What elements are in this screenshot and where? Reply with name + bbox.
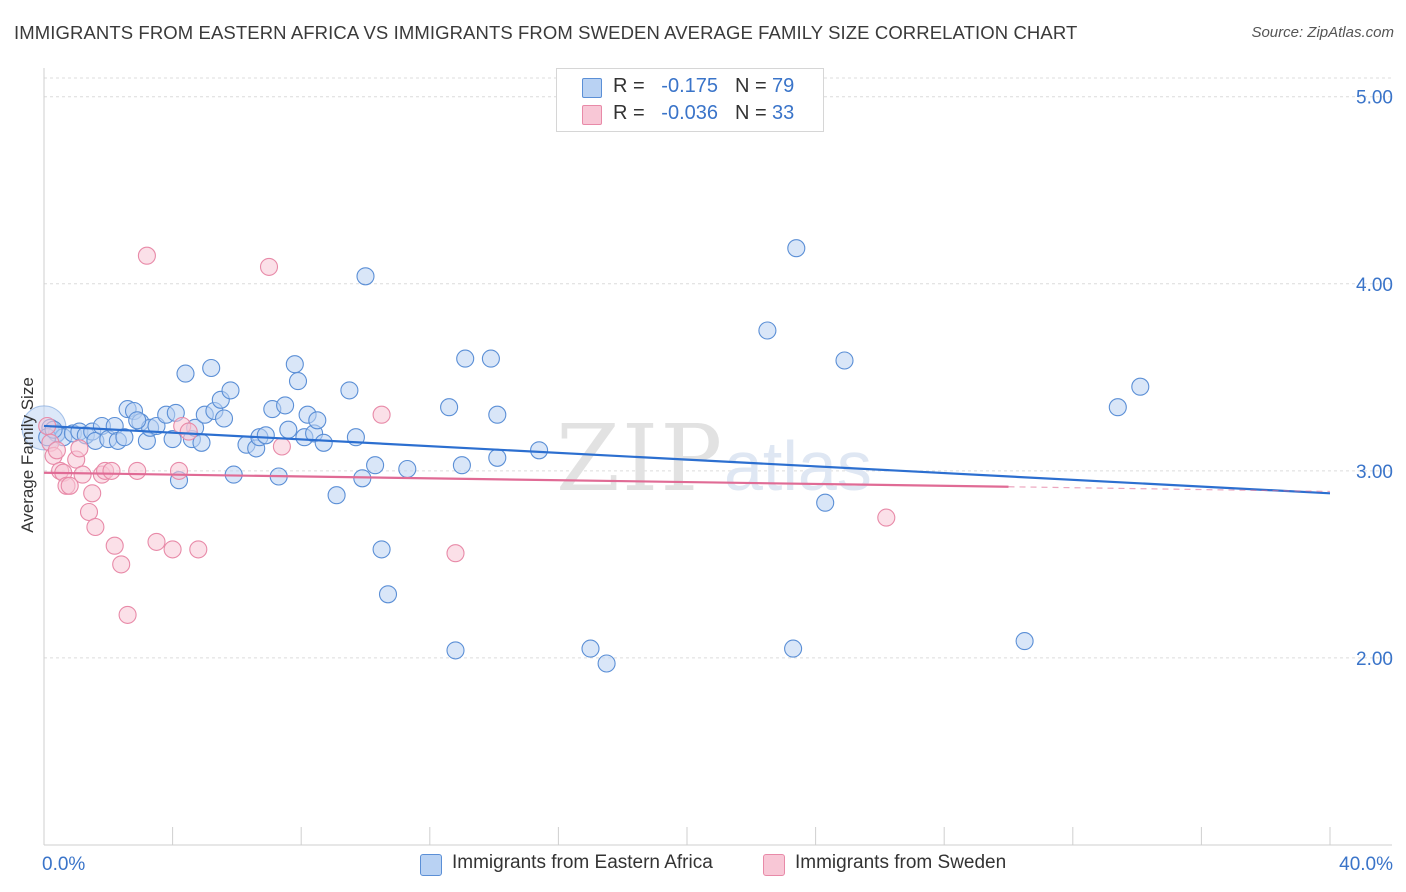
n-label: N = (735, 102, 767, 124)
tick-labels: 5.00 4.00 3.00 2.00 0.0% 40.0% (42, 88, 1393, 875)
sweden-point (137, 246, 156, 265)
legend-label: Immigrants from Eastern Africa (452, 852, 713, 873)
y-axis-title: Average Family Size (18, 377, 37, 533)
eastern-africa-point (787, 239, 806, 258)
eastern-africa-point (758, 321, 777, 340)
y-tick-label: 5.00 (1356, 88, 1393, 109)
sweden-point (70, 439, 89, 458)
sweden-point (79, 502, 99, 522)
sweden-point (372, 405, 391, 424)
sweden-point (112, 555, 131, 574)
sweden-point (169, 461, 189, 480)
eastern-africa-point (327, 486, 346, 505)
data-points (21, 239, 1150, 673)
eastern-africa-swatch (582, 78, 602, 98)
sweden-point (60, 476, 79, 495)
sweden-point (102, 461, 121, 480)
eastern-africa-point (340, 381, 359, 400)
sweden-trend-line (43, 471, 1009, 488)
chart-title: IMMIGRANTS FROM EASTERN AFRICA VS IMMIGR… (14, 22, 1078, 43)
axes (43, 68, 1392, 846)
sweden-point (259, 257, 279, 276)
eastern-africa-point (581, 639, 600, 658)
eastern-africa-point (488, 405, 507, 424)
eastern-africa-point (452, 456, 471, 475)
eastern-africa-point (481, 349, 500, 368)
n-value: 33 (772, 102, 795, 124)
eastern-africa-point (356, 267, 375, 286)
sweden-point (105, 536, 124, 555)
eastern-africa-point (276, 396, 295, 415)
n-label: N = (735, 75, 767, 97)
eastern-africa-point (372, 540, 391, 559)
eastern-africa-point (456, 349, 475, 368)
eastern-africa-point (115, 428, 134, 447)
eastern-africa-point (835, 351, 854, 370)
eastern-africa-point (530, 441, 549, 460)
sweden-point (147, 532, 166, 551)
eastern-africa-point (816, 493, 835, 512)
eastern-africa-point (784, 639, 803, 658)
sweden-point (47, 441, 66, 460)
eastern-africa-point (285, 355, 304, 374)
sweden-point (179, 422, 198, 441)
sweden-point (189, 540, 208, 559)
eastern-africa-point (288, 372, 308, 391)
r-value: -0.036 (661, 102, 718, 124)
r-label: R = (613, 75, 645, 97)
gridlines (44, 77, 1394, 659)
eastern-africa-point (597, 654, 616, 673)
watermark-zip: ZIP (556, 405, 724, 512)
source-credit: Source: ZipAtlas.com (1251, 24, 1394, 41)
r-value: -0.175 (661, 75, 718, 97)
sweden-swatch (582, 105, 602, 125)
sweden-point (272, 437, 291, 456)
eastern-africa-point (279, 420, 298, 439)
sweden-point (446, 544, 465, 563)
eastern-africa-point (1108, 398, 1127, 417)
r-label: R = (613, 102, 645, 124)
eastern-africa-point (128, 411, 147, 430)
eastern-africa-point (446, 641, 465, 660)
eastern-africa-point (314, 433, 333, 452)
legend-swatch-sweden (763, 854, 785, 876)
stats-box: R = -0.175 N = 79 R = -0.036 N = 33 (556, 68, 824, 132)
n-value: 79 (772, 75, 795, 97)
x-tick-label: 0.0% (42, 854, 85, 875)
eastern-africa-point (176, 364, 195, 383)
legend-label: Immigrants from Sweden (795, 852, 1007, 873)
y-tick-label: 2.00 (1356, 649, 1393, 670)
y-tick-label: 4.00 (1356, 275, 1393, 296)
eastern-africa-point (366, 456, 385, 475)
eastern-africa-point (398, 459, 417, 479)
eastern-africa-point (163, 430, 182, 449)
y-tick-label: 3.00 (1356, 462, 1393, 483)
eastern-africa-point (221, 381, 240, 400)
eastern-africa-point (378, 585, 398, 604)
sweden-point (86, 517, 105, 537)
trend-lines (43, 424, 1331, 495)
eastern-africa-trend-line (43, 424, 1331, 495)
eastern-africa-point (256, 426, 275, 445)
eastern-africa-point (488, 448, 507, 467)
eastern-africa-point (202, 358, 221, 378)
sweden-point (877, 508, 896, 527)
x-tick-label: 40.0% (1339, 854, 1393, 875)
sweden-point (128, 461, 147, 480)
legend-swatch-eastern-africa (420, 854, 442, 876)
eastern-africa-point (1131, 377, 1150, 396)
sweden-point (163, 540, 182, 559)
eastern-africa-point (214, 409, 234, 428)
sweden-point (73, 465, 92, 484)
eastern-africa-point (308, 411, 327, 430)
eastern-africa-point (1015, 632, 1034, 651)
eastern-africa-point (440, 398, 459, 417)
sweden-trend-extension (1008, 486, 1331, 493)
sweden-point (118, 605, 137, 624)
sweden-point (83, 484, 102, 503)
